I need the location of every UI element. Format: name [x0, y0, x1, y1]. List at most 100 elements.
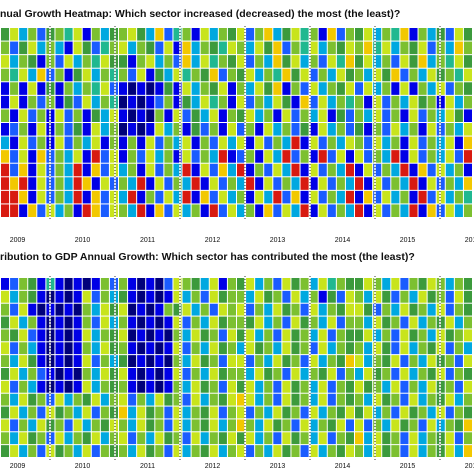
heatmap-cell	[400, 368, 409, 380]
heatmap-cell	[155, 342, 164, 355]
heatmap-cell	[382, 316, 391, 329]
heatmap-cell	[209, 290, 218, 303]
heatmap-cell	[391, 190, 400, 204]
heatmap-cell	[364, 136, 373, 150]
heatmap-cell	[300, 109, 309, 122]
heatmap-cell	[282, 68, 291, 82]
heatmap-cell	[91, 163, 100, 177]
heatmap-cell	[19, 419, 28, 432]
heatmap-cell	[427, 368, 436, 380]
heatmap-cell	[200, 82, 209, 95]
heatmap-cell	[128, 342, 137, 355]
heatmap-cell	[273, 204, 282, 217]
heatmap-cell	[55, 95, 64, 109]
heatmap-cell	[309, 109, 318, 122]
heatmap-cell	[64, 55, 73, 68]
heatmap-cell	[445, 393, 454, 406]
heatmap-cell	[109, 190, 118, 204]
heatmap-cell	[282, 278, 291, 290]
heatmap-cell	[463, 406, 472, 419]
heatmap-cell	[137, 136, 146, 150]
heatmap-cell	[463, 177, 472, 190]
heatmap-cell	[318, 406, 327, 419]
heatmap-cell	[345, 163, 354, 177]
heatmap-cell	[345, 445, 354, 457]
heatmap-cell	[345, 150, 354, 163]
heatmap-cell	[146, 28, 155, 41]
heatmap-cell	[427, 316, 436, 329]
heatmap-cell	[327, 445, 336, 457]
heatmap-cell	[427, 419, 436, 432]
x-tick-label: 2014	[335, 237, 351, 244]
heatmap-cell	[373, 368, 382, 380]
heatmap-cell	[227, 406, 236, 419]
heatmap-cell	[418, 316, 427, 329]
heatmap-cell	[373, 41, 382, 55]
heatmap-cell	[191, 406, 200, 419]
heatmap-cell	[37, 136, 46, 150]
heatmap-cell	[282, 41, 291, 55]
heatmap-cell	[309, 41, 318, 55]
heatmap-cell	[309, 68, 318, 82]
heatmap-cell	[445, 41, 454, 55]
heatmap-cell	[200, 316, 209, 329]
heatmap-cell	[427, 95, 436, 109]
heatmap-cell	[336, 419, 345, 432]
heatmap-cell	[37, 163, 46, 177]
heatmap-cell	[173, 368, 182, 380]
heatmap-cell	[327, 432, 336, 445]
heatmap-cell	[155, 163, 164, 177]
heatmap-cell	[137, 419, 146, 432]
heatmap-cell	[327, 82, 336, 95]
heatmap-cell	[73, 355, 82, 367]
heatmap-cell	[264, 41, 273, 55]
heatmap-cell	[100, 432, 109, 445]
heatmap-cell	[55, 82, 64, 95]
heatmap-cell	[454, 316, 463, 329]
heatmap-cell	[10, 316, 19, 329]
heatmap-cell	[137, 41, 146, 55]
heatmap-cell	[400, 28, 409, 41]
heatmap-cell	[64, 406, 73, 419]
heatmap-cell	[173, 123, 182, 136]
heatmap-cell	[191, 28, 200, 41]
heatmap-cell	[409, 316, 418, 329]
heatmap-cell	[146, 303, 155, 316]
heatmap-cell	[227, 82, 236, 95]
heatmap-cell	[454, 419, 463, 432]
heatmap-cell	[73, 432, 82, 445]
heatmap-cell	[400, 150, 409, 163]
heatmap-cell	[454, 82, 463, 95]
heatmap-cell	[427, 68, 436, 82]
heatmap-cell	[227, 136, 236, 150]
heatmap-cell	[19, 368, 28, 380]
heatmap-cell	[55, 150, 64, 163]
heatmap-cell	[209, 55, 218, 68]
heatmap-cell	[345, 41, 354, 55]
heatmap-cell	[291, 329, 300, 342]
heatmap-cell	[382, 432, 391, 445]
heatmap-cell	[119, 329, 128, 342]
heatmap-cell	[191, 163, 200, 177]
heatmap-cell	[445, 190, 454, 204]
heatmap-cell	[209, 368, 218, 380]
heatmap-cell	[91, 432, 100, 445]
heatmap-cell	[391, 41, 400, 55]
heatmap-cell	[273, 82, 282, 95]
heatmap-cell	[463, 82, 472, 95]
heatmap-cell	[218, 28, 227, 41]
heatmap-cell	[291, 290, 300, 303]
heatmap-cell	[400, 278, 409, 290]
heatmap-cell	[164, 163, 173, 177]
heatmap-cell	[282, 406, 291, 419]
heatmap-cell	[246, 163, 255, 177]
heatmap-cell	[336, 55, 345, 68]
heatmap-cell	[355, 303, 364, 316]
heatmap-cell	[91, 316, 100, 329]
heatmap-cell	[273, 368, 282, 380]
heatmap-cell	[10, 419, 19, 432]
heatmap-cell	[164, 419, 173, 432]
heatmap-cell	[391, 82, 400, 95]
heatmap-cell	[445, 368, 454, 380]
heatmap-cell	[454, 68, 463, 82]
